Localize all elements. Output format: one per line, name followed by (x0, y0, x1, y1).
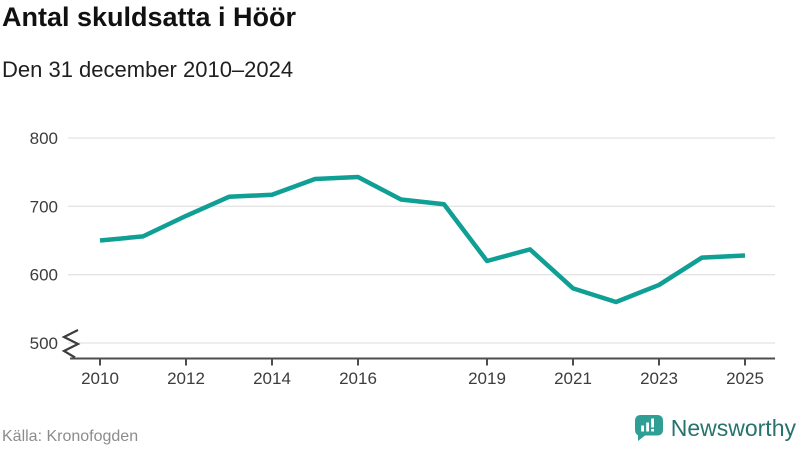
page-title: Antal skuldsatta i Höör (2, 2, 297, 32)
y-axis-label: 500 (30, 334, 58, 353)
newsworthy-logo-text: Newsworthy (670, 414, 796, 441)
x-axis-label: 2021 (554, 369, 592, 388)
x-axis-label: 2014 (253, 369, 291, 388)
x-axis-label: 2023 (640, 369, 678, 388)
x-axis-label: 2012 (167, 369, 205, 388)
data-line (99, 174, 746, 305)
axis-break-icon (61, 329, 81, 359)
x-axis-label: 2019 (468, 369, 506, 388)
y-axis-label: 600 (30, 266, 58, 285)
chart-subtitle: Den 31 december 2010–2024 (2, 57, 294, 82)
y-axis-label: 700 (30, 197, 58, 216)
x-axis-label: 2010 (81, 369, 119, 388)
x-axis-label: 2025 (726, 369, 764, 388)
newsworthy-logo: Newsworthy (634, 414, 796, 442)
y-axis-label: 800 (30, 129, 58, 148)
newsworthy-logo-icon (634, 415, 663, 441)
source-note: Källa: Kronofogden (2, 428, 139, 445)
x-axis-label: 2016 (339, 369, 377, 388)
